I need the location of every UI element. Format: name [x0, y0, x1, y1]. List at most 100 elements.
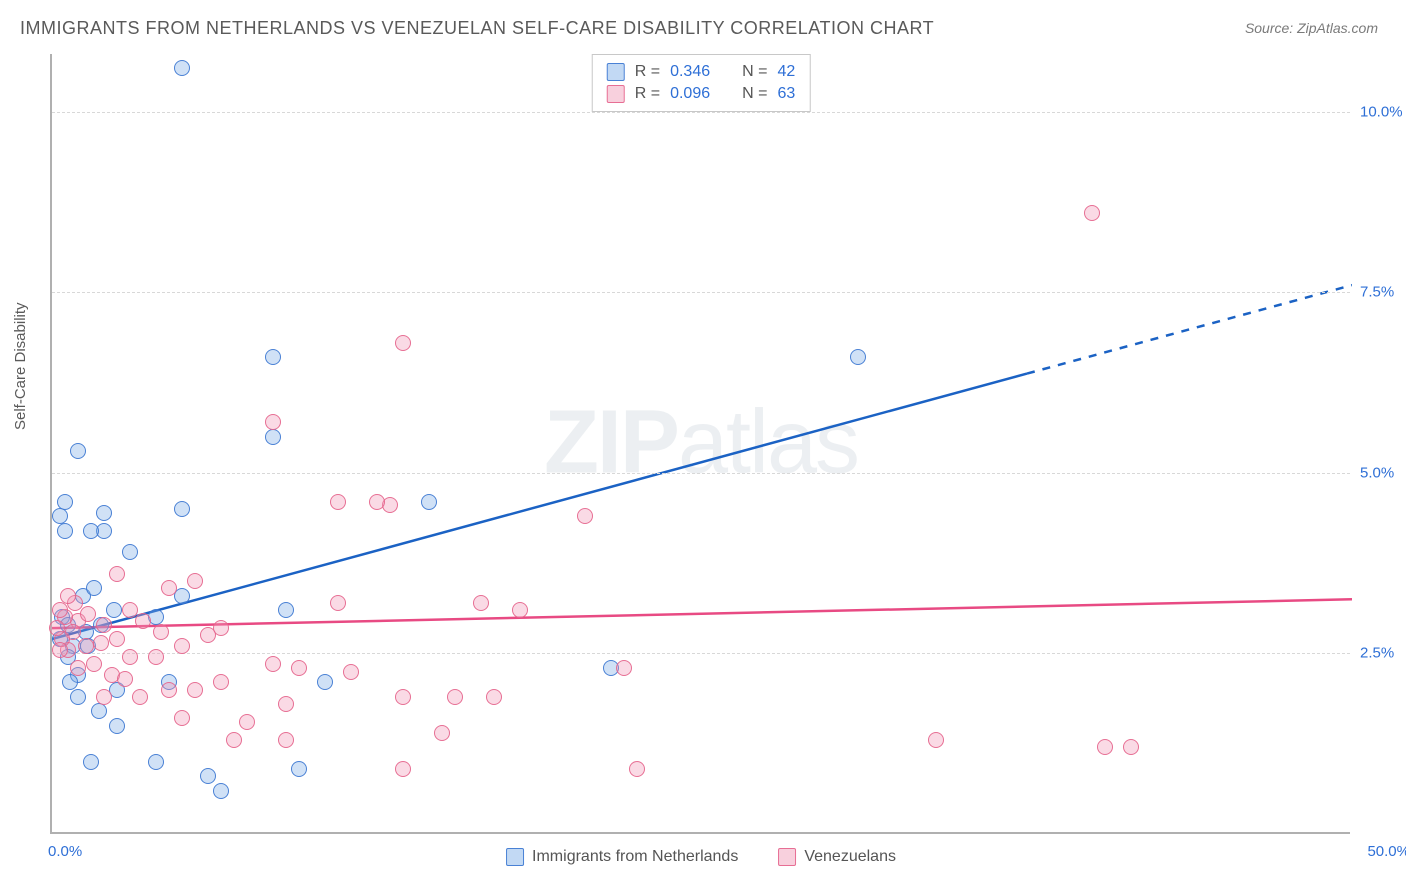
legend-series: Immigrants from Netherlands Venezuelans — [506, 848, 896, 866]
chart-title: IMMIGRANTS FROM NETHERLANDS VS VENEZUELA… — [20, 18, 934, 39]
scatter-point-b — [213, 674, 229, 690]
legend-item-b: Venezuelans — [778, 848, 896, 866]
scatter-point-a — [70, 443, 86, 459]
scatter-point-a — [62, 674, 78, 690]
scatter-point-b — [1084, 205, 1100, 221]
legend-row-a: R = 0.346 N = 42 — [607, 61, 796, 83]
scatter-point-a — [86, 580, 102, 596]
swatch-a-icon — [506, 848, 524, 866]
scatter-point-b — [486, 689, 502, 705]
scatter-point-b — [369, 494, 385, 510]
scatter-point-a — [213, 783, 229, 799]
scatter-point-a — [278, 602, 294, 618]
x-tick-min: 0.0% — [48, 843, 82, 860]
scatter-point-a — [265, 429, 281, 445]
n-label: N = — [742, 85, 767, 103]
scatter-point-b — [395, 761, 411, 777]
scatter-point-b — [96, 617, 112, 633]
n-value: 63 — [777, 85, 795, 103]
y-tick-label: 7.5% — [1360, 284, 1406, 301]
scatter-point-a — [291, 761, 307, 777]
gridline-h — [52, 292, 1350, 293]
plot-area: ZIPatlas R = 0.346 N = 42 R = 0.096 N = … — [50, 54, 1350, 834]
scatter-point-a — [265, 349, 281, 365]
scatter-point-a — [106, 602, 122, 618]
scatter-point-b — [148, 649, 164, 665]
scatter-point-a — [91, 703, 107, 719]
scatter-point-b — [78, 638, 94, 654]
scatter-point-b — [49, 620, 65, 636]
r-label: R = — [635, 63, 660, 81]
scatter-point-a — [174, 60, 190, 76]
watermark-light: atlas — [678, 393, 858, 493]
scatter-point-a — [52, 508, 68, 524]
y-axis-label: Self-Care Disability — [12, 302, 29, 430]
legend-item-label: Immigrants from Netherlands — [532, 848, 738, 866]
legend-correlation: R = 0.346 N = 42 R = 0.096 N = 63 — [592, 54, 811, 112]
gridline-h — [52, 473, 1350, 474]
scatter-point-b — [122, 649, 138, 665]
n-label: N = — [742, 63, 767, 81]
scatter-point-b — [174, 638, 190, 654]
scatter-point-a — [122, 544, 138, 560]
scatter-point-b — [60, 588, 76, 604]
scatter-point-a — [174, 501, 190, 517]
scatter-point-b — [161, 682, 177, 698]
scatter-point-b — [629, 761, 645, 777]
swatch-b-icon — [778, 848, 796, 866]
scatter-point-b — [93, 635, 109, 651]
scatter-point-b — [174, 710, 190, 726]
scatter-point-b — [447, 689, 463, 705]
y-tick-label: 10.0% — [1360, 103, 1406, 120]
scatter-point-b — [330, 595, 346, 611]
scatter-point-b — [928, 732, 944, 748]
scatter-point-b — [395, 689, 411, 705]
scatter-point-b — [122, 602, 138, 618]
scatter-point-b — [80, 606, 96, 622]
scatter-point-a — [83, 754, 99, 770]
scatter-point-b — [265, 414, 281, 430]
scatter-point-b — [132, 689, 148, 705]
scatter-point-a — [70, 689, 86, 705]
scatter-point-a — [57, 523, 73, 539]
scatter-point-a — [96, 505, 112, 521]
scatter-point-b — [109, 566, 125, 582]
scatter-point-b — [278, 696, 294, 712]
source-credit: Source: ZipAtlas.com — [1245, 20, 1378, 36]
scatter-point-b — [265, 656, 281, 672]
scatter-point-b — [512, 602, 528, 618]
scatter-point-b — [187, 573, 203, 589]
scatter-point-b — [1123, 739, 1139, 755]
scatter-point-a — [83, 523, 99, 539]
scatter-point-b — [153, 624, 169, 640]
scatter-point-b — [239, 714, 255, 730]
scatter-point-a — [109, 718, 125, 734]
n-value: 42 — [777, 63, 795, 81]
scatter-point-b — [343, 664, 359, 680]
gridline-h — [52, 112, 1350, 113]
scatter-point-b — [86, 656, 102, 672]
x-tick-max: 50.0% — [1367, 843, 1406, 860]
swatch-a-icon — [607, 63, 625, 81]
scatter-point-a — [317, 674, 333, 690]
scatter-point-b — [1097, 739, 1113, 755]
r-value: 0.096 — [670, 85, 710, 103]
legend-item-label: Venezuelans — [804, 848, 896, 866]
trend-line-a-extrapolated — [1027, 285, 1352, 373]
scatter-point-b — [278, 732, 294, 748]
scatter-point-a — [421, 494, 437, 510]
gridline-h — [52, 653, 1350, 654]
scatter-point-b — [395, 335, 411, 351]
legend-item-a: Immigrants from Netherlands — [506, 848, 738, 866]
scatter-point-b — [616, 660, 632, 676]
watermark-bold: ZIP — [544, 393, 678, 493]
scatter-point-b — [473, 595, 489, 611]
scatter-point-a — [200, 768, 216, 784]
scatter-point-b — [330, 494, 346, 510]
scatter-point-a — [850, 349, 866, 365]
scatter-point-b — [291, 660, 307, 676]
scatter-point-b — [117, 671, 133, 687]
trend-line-b — [52, 599, 1352, 628]
trend-line-a — [52, 374, 1027, 639]
scatter-point-b — [109, 631, 125, 647]
